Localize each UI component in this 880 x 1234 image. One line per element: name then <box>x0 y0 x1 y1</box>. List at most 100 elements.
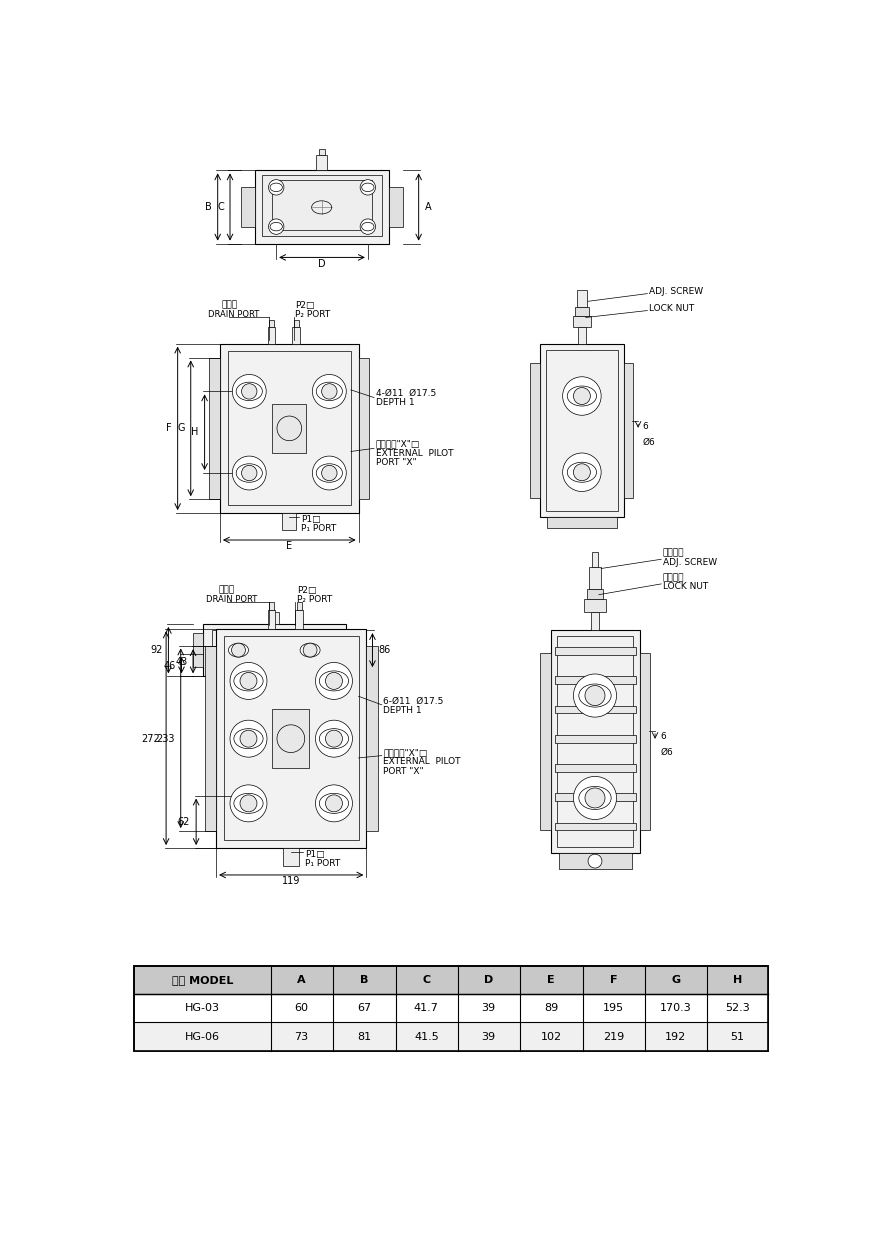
Text: C: C <box>218 202 224 212</box>
Bar <box>224 637 359 840</box>
Bar <box>555 647 635 655</box>
Circle shape <box>574 387 590 405</box>
Text: 39: 39 <box>481 1003 495 1013</box>
Text: Ø6: Ø6 <box>642 438 656 447</box>
Bar <box>272 180 372 230</box>
Circle shape <box>574 776 617 819</box>
Bar <box>551 631 640 854</box>
Text: C: C <box>422 975 430 985</box>
Bar <box>268 327 275 343</box>
Text: 102: 102 <box>540 1032 561 1041</box>
Bar <box>241 188 254 227</box>
Bar <box>559 854 632 869</box>
Text: 外部引導"X"□: 外部引導"X"□ <box>384 748 428 756</box>
Text: 86: 86 <box>378 645 391 655</box>
Text: 外部引導"X"□: 外部引導"X"□ <box>376 439 420 448</box>
Bar <box>555 734 635 743</box>
Bar <box>269 612 279 624</box>
Text: 62: 62 <box>178 817 190 827</box>
Bar <box>587 589 604 600</box>
Text: H: H <box>733 975 742 985</box>
Text: D: D <box>318 259 326 269</box>
Bar <box>555 706 635 713</box>
Bar <box>546 349 618 511</box>
Circle shape <box>360 218 376 234</box>
Bar <box>268 610 275 628</box>
Circle shape <box>562 453 601 491</box>
Text: A: A <box>297 975 306 985</box>
Bar <box>273 404 306 453</box>
Text: DRAIN PORT: DRAIN PORT <box>209 310 260 318</box>
Text: 41.5: 41.5 <box>414 1032 439 1041</box>
Text: P1□: P1□ <box>304 850 325 859</box>
Circle shape <box>230 785 267 822</box>
Text: 46: 46 <box>164 660 176 670</box>
Bar <box>283 848 298 866</box>
Text: 43: 43 <box>175 656 187 666</box>
Bar <box>273 710 310 768</box>
Circle shape <box>230 721 267 758</box>
Text: 41.7: 41.7 <box>414 1003 439 1013</box>
Text: 4-Ø11  Ø17.5: 4-Ø11 Ø17.5 <box>376 389 436 399</box>
Circle shape <box>322 465 337 481</box>
Bar <box>254 170 390 243</box>
Bar <box>577 290 587 307</box>
Bar <box>282 513 297 529</box>
Text: 195: 195 <box>603 1003 624 1013</box>
Circle shape <box>268 218 284 234</box>
Circle shape <box>304 643 317 656</box>
Bar <box>134 966 768 1050</box>
Text: 233: 233 <box>156 734 174 744</box>
Bar <box>297 602 302 610</box>
Text: HG-03: HG-03 <box>185 1003 220 1013</box>
Text: DEPTH 1: DEPTH 1 <box>376 399 414 407</box>
Bar <box>591 612 599 631</box>
Text: 溢流口: 溢流口 <box>221 301 238 310</box>
Text: 73: 73 <box>295 1032 309 1041</box>
Circle shape <box>360 180 376 195</box>
Bar <box>134 966 768 993</box>
Ellipse shape <box>229 643 248 656</box>
Bar <box>346 633 356 668</box>
Text: P2□: P2□ <box>296 301 315 310</box>
Text: F: F <box>165 423 172 433</box>
Bar <box>220 343 359 513</box>
Circle shape <box>326 795 342 812</box>
Text: EXTERNAL  PILOT: EXTERNAL PILOT <box>376 448 453 458</box>
Text: P₂ PORT: P₂ PORT <box>297 595 333 603</box>
Bar <box>555 676 635 684</box>
Text: 6: 6 <box>642 422 649 431</box>
Circle shape <box>240 731 257 747</box>
Text: PORT "X": PORT "X" <box>376 458 416 466</box>
Bar <box>134 1022 768 1050</box>
Circle shape <box>240 795 257 812</box>
Text: G: G <box>671 975 680 985</box>
Text: DEPTH 1: DEPTH 1 <box>384 706 422 716</box>
Bar <box>573 316 591 327</box>
Bar <box>540 653 551 830</box>
Bar <box>640 653 650 830</box>
Circle shape <box>315 663 352 700</box>
Text: 119: 119 <box>282 876 300 886</box>
Bar <box>555 764 635 771</box>
Text: 調節螺絲: 調節螺絲 <box>663 549 685 558</box>
Text: PORT "X": PORT "X" <box>384 766 424 775</box>
Circle shape <box>232 457 267 490</box>
Bar <box>228 352 351 506</box>
Text: 192: 192 <box>665 1032 686 1041</box>
Circle shape <box>574 464 590 481</box>
Circle shape <box>585 686 605 706</box>
Bar <box>316 155 327 170</box>
Text: 219: 219 <box>603 1032 624 1041</box>
Bar <box>262 175 382 236</box>
Circle shape <box>585 789 605 808</box>
Text: G: G <box>177 423 185 433</box>
Text: 6-Ø11  Ø17.5: 6-Ø11 Ø17.5 <box>384 697 444 706</box>
Text: P₂ PORT: P₂ PORT <box>296 310 331 318</box>
Bar <box>216 628 366 848</box>
Bar <box>547 517 617 528</box>
Bar <box>389 188 403 227</box>
Bar <box>366 645 378 830</box>
Bar <box>319 149 325 155</box>
Text: 52.3: 52.3 <box>725 1003 750 1013</box>
